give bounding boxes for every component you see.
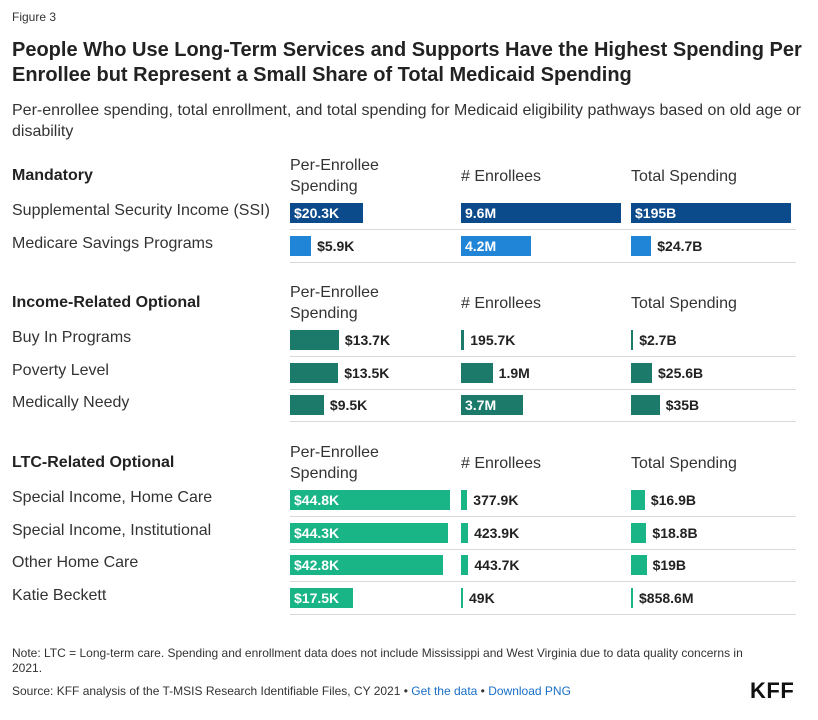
- chart-title: People Who Use Long-Term Services and Su…: [12, 39, 802, 86]
- row-divider: [290, 581, 796, 583]
- bar: [461, 362, 493, 383]
- data-label: $16.9B: [650, 492, 697, 508]
- data-label: $24.7B: [657, 237, 703, 254]
- row-label: Katie Beckett: [12, 586, 107, 604]
- column-heading: # Enrollees: [461, 168, 542, 185]
- data-label: $858.6M: [639, 589, 694, 606]
- bar: [461, 203, 621, 223]
- row-label: Special Income, Home Care: [12, 489, 213, 506]
- section-heading: LTC-Related Optional: [12, 454, 175, 471]
- data-label: 9.6M: [465, 205, 497, 221]
- row-divider: [290, 421, 796, 423]
- column-heading: # Enrollees: [461, 295, 542, 312]
- bar: [631, 555, 647, 576]
- data-label: $42.8K: [294, 557, 340, 574]
- bar: [290, 203, 363, 223]
- row-label: Poverty Level: [12, 361, 109, 379]
- column-heading: Per-Enrollee Spending: [290, 157, 379, 195]
- bar: [631, 395, 660, 416]
- link-separator: •: [477, 684, 489, 698]
- bar: [631, 330, 634, 350]
- row-divider: [290, 516, 796, 517]
- bar: [631, 490, 645, 510]
- bar: [461, 522, 469, 543]
- bar: [461, 235, 531, 256]
- bar: [631, 587, 633, 608]
- row-divider: [290, 548, 796, 550]
- data-label: 4.2M: [465, 237, 497, 254]
- row-label: Buy In Programs: [12, 329, 132, 346]
- data-label: 377.9K: [473, 492, 519, 508]
- source-text: Source: KFF analysis of the T-MSIS Resea…: [12, 684, 412, 698]
- data-label: $18.8B: [652, 524, 698, 541]
- data-label: $195B: [635, 205, 677, 221]
- row-divider: [290, 229, 796, 230]
- data-label: $17.5K: [294, 589, 340, 606]
- bar: [290, 587, 353, 608]
- bar: [461, 490, 468, 510]
- column-heading: # Enrollees: [461, 455, 542, 472]
- bar: [290, 395, 324, 416]
- get-data-link[interactable]: Get the data: [411, 684, 478, 698]
- row-divider: [290, 261, 796, 263]
- row-divider: [290, 613, 796, 615]
- row-divider: [290, 356, 796, 357]
- bar: [631, 235, 652, 256]
- data-label: $44.3K: [294, 524, 340, 541]
- row-label: Other Home Care: [12, 554, 139, 572]
- data-label: $35B: [665, 397, 700, 414]
- download-png-link[interactable]: Download PNG: [488, 684, 571, 698]
- column-heading: Total Spending: [631, 295, 737, 312]
- kff-logo: KFF: [750, 678, 795, 703]
- row-label: Supplemental Security Income (SSI): [12, 202, 270, 219]
- data-label: $13.5K: [344, 364, 390, 381]
- bar: [461, 555, 469, 576]
- data-label: $5.9K: [317, 237, 355, 254]
- bar: [631, 362, 652, 383]
- row-label: Medicare Savings Programs: [12, 234, 213, 252]
- bar: [290, 522, 449, 543]
- figure-label: Figure 3: [12, 10, 57, 24]
- data-label: $20.3K: [294, 205, 340, 221]
- row-divider: [290, 388, 796, 390]
- bar: [290, 555, 443, 576]
- data-label: $44.8K: [294, 492, 340, 508]
- bar: [290, 235, 312, 256]
- bar: [461, 330, 465, 350]
- data-label: 423.9K: [474, 524, 520, 541]
- bar: [461, 587, 463, 608]
- bar: [290, 330, 339, 350]
- row-label: Special Income, Institutional: [12, 521, 212, 539]
- data-label: 443.7K: [474, 557, 520, 574]
- data-label: $9.5K: [329, 397, 368, 414]
- bar: [290, 490, 450, 510]
- data-label: 195.7K: [470, 332, 516, 348]
- bar: [461, 395, 523, 416]
- data-label: $25.6B: [658, 364, 704, 381]
- bar: [290, 362, 339, 383]
- data-label: $13.7K: [344, 332, 391, 348]
- column-heading: Per-Enrollee Spending: [290, 444, 379, 482]
- column-heading: Per-Enrollee Spending: [290, 284, 379, 322]
- footnote: Note: LTC = Long-term care. Spending and…: [12, 646, 743, 675]
- data-label: $19B: [652, 557, 687, 574]
- data-label: 3.7M: [465, 397, 497, 414]
- data-label: 1.9M: [498, 364, 530, 381]
- source-line: Source: KFF analysis of the T-MSIS Resea…: [12, 684, 571, 698]
- row-label: Medically Needy: [12, 394, 130, 412]
- data-label: $2.7B: [639, 332, 677, 348]
- section-heading: Mandatory: [12, 167, 93, 184]
- column-heading: Total Spending: [631, 168, 737, 185]
- bar: [631, 203, 791, 223]
- chart-subtitle: Per-enrollee spending, total enrollment,…: [12, 102, 801, 140]
- column-heading: Total Spending: [631, 455, 737, 472]
- section-heading: Income-Related Optional: [12, 294, 201, 311]
- data-label: 49K: [469, 589, 495, 606]
- bar: [631, 522, 647, 543]
